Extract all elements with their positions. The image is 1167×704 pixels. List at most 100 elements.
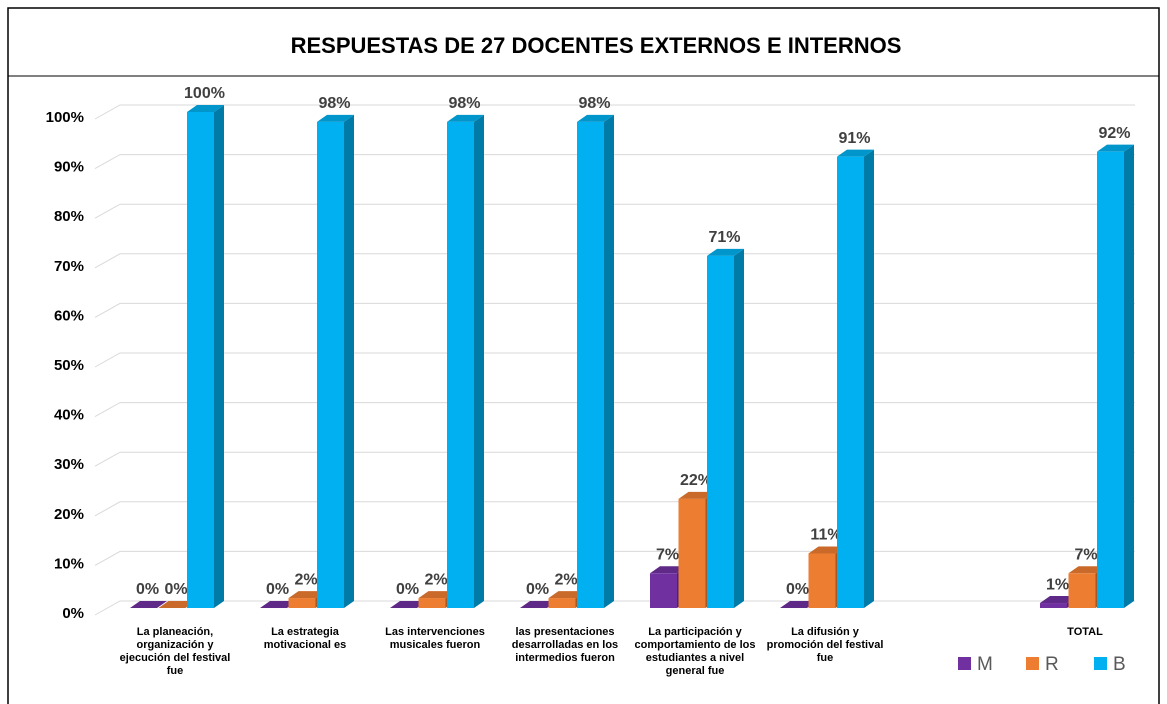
data-label: 0%: [526, 581, 549, 598]
bar: [1040, 603, 1067, 608]
data-label: 0%: [266, 581, 289, 598]
y-tick-label: 50%: [54, 357, 84, 374]
y-tick-label: 90%: [54, 159, 84, 176]
legend-swatch: [1094, 657, 1107, 670]
bar-side: [214, 105, 224, 608]
bar-side: [1124, 144, 1134, 608]
bar-top: [650, 566, 687, 574]
legend-label: M: [977, 654, 993, 675]
y-tick-label: 40%: [54, 407, 84, 424]
data-label: 2%: [424, 571, 447, 588]
bar-side: [734, 248, 744, 608]
bar-top: [187, 105, 224, 112]
legend-swatch: [1026, 657, 1039, 670]
bar-top: [130, 601, 167, 608]
grid-line: [94, 352, 1135, 368]
y-tick-label: 0%: [62, 605, 84, 622]
bar: [837, 156, 864, 608]
data-label: 98%: [448, 95, 480, 112]
data-label: 22%: [680, 472, 712, 489]
bar-top: [678, 491, 716, 499]
data-label: 1%: [1046, 576, 1069, 593]
data-label: 0%: [164, 581, 187, 598]
x-tick-label: La planeación, organización y ejecución …: [119, 626, 231, 677]
grid-line: [94, 402, 1135, 418]
data-label: 2%: [554, 571, 577, 588]
bar-top: [577, 114, 614, 122]
bar-side: [604, 114, 614, 609]
bar-top: [520, 601, 557, 608]
bar: [548, 598, 576, 608]
data-label: 71%: [708, 229, 740, 246]
x-tick-label: las presentaciones desarrolladas en los …: [511, 626, 619, 664]
bar: [678, 498, 706, 608]
bar-top: [780, 601, 817, 608]
y-tick-label: 30%: [54, 456, 84, 473]
bar-side: [474, 114, 484, 609]
chart-title: RESPUESTAS DE 27 DOCENTES EXTERNOS E INT…: [291, 33, 902, 58]
bar-top: [1068, 566, 1106, 574]
x-tick-label: Las intervenciones musicales fueron: [385, 626, 485, 651]
data-label: 91%: [838, 130, 870, 147]
data-label: 7%: [656, 546, 679, 563]
bar: [418, 598, 446, 608]
bar-top: [260, 601, 297, 608]
x-tick-label: La participación y comportamiento de los…: [634, 626, 756, 677]
grid-line: [94, 302, 1135, 318]
legend-label: B: [1113, 654, 1126, 675]
grid-line: [94, 253, 1135, 269]
bar-top: [158, 601, 196, 608]
grid-line: [94, 154, 1135, 170]
bar-top: [707, 248, 744, 256]
data-label: 98%: [318, 95, 350, 112]
data-label: 100%: [184, 85, 225, 102]
data-label: 7%: [1074, 546, 1097, 563]
x-tick-label: La estrategia motivacional es: [263, 626, 347, 651]
y-tick-label: 60%: [54, 307, 84, 324]
bar-top: [288, 591, 326, 599]
grid-line: [94, 451, 1135, 467]
bar: [447, 121, 474, 609]
data-label: 98%: [578, 95, 610, 112]
data-label: 2%: [294, 571, 317, 588]
y-tick-label: 100%: [46, 109, 84, 126]
legend-swatch: [958, 657, 971, 670]
data-label: 11%: [810, 527, 841, 544]
x-tick-label: La difusión y promoción del festival fue: [766, 626, 884, 664]
bar: [577, 121, 604, 609]
bar-top: [1040, 596, 1077, 604]
bar-top: [1097, 144, 1134, 152]
bar: [1068, 573, 1096, 608]
bar-top: [317, 114, 354, 122]
bar: [1097, 151, 1124, 608]
grid-line: [94, 501, 1135, 517]
y-tick-label: 10%: [54, 555, 84, 572]
bar-top: [418, 591, 456, 599]
bar-top: [808, 546, 846, 554]
data-label: 0%: [396, 581, 419, 598]
data-label: 92%: [1098, 125, 1130, 142]
y-tick-label: 20%: [54, 506, 84, 523]
y-tick-label: 80%: [54, 208, 84, 225]
y-tick-label: 70%: [54, 258, 84, 275]
bar-side: [344, 114, 354, 609]
bar: [317, 121, 344, 609]
bar-top: [447, 114, 484, 122]
bar: [288, 598, 316, 608]
legend-label: R: [1045, 654, 1059, 675]
bar: [707, 255, 734, 608]
bar-top: [837, 149, 874, 157]
bar-top: [390, 601, 427, 608]
data-label: 0%: [786, 581, 809, 598]
grid-line: [94, 203, 1135, 219]
grid-line: [94, 104, 1135, 120]
bar-side: [864, 149, 874, 608]
bar: [187, 112, 214, 608]
data-label: 0%: [136, 581, 159, 598]
bar-top: [548, 591, 586, 599]
bar: [650, 573, 677, 608]
grid-line: [94, 550, 1135, 566]
bar: [808, 553, 836, 608]
